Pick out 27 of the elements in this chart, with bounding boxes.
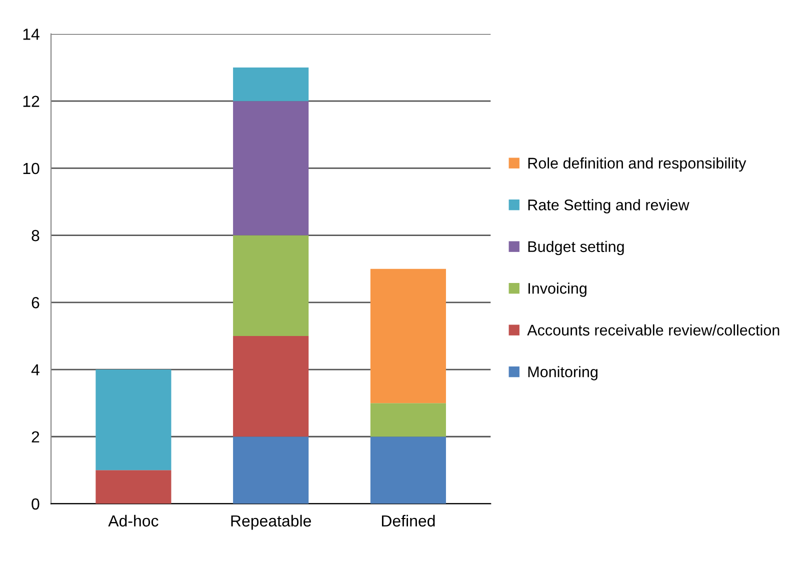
bar [96, 470, 172, 504]
legend-label: Invoicing [528, 282, 586, 297]
legend-label: Accounts receivable review/collection [527, 324, 780, 336]
bar [370, 436, 446, 504]
bar [370, 403, 446, 437]
y-tick-label: 6 [32, 297, 40, 308]
y-tick-label: 4 [31, 364, 40, 376]
bar [233, 336, 309, 437]
y-tick-label: 2 [32, 431, 40, 442]
y-tick-label: 14 [23, 28, 40, 40]
bar [233, 68, 309, 102]
legend-label: Role definition and responsibility [528, 157, 746, 172]
y-tick-label: 10 [23, 162, 40, 174]
x-tick-label: Repeatable [231, 514, 311, 530]
y-tick-label: 12 [23, 96, 40, 107]
y-tick-label: 8 [32, 230, 40, 242]
y-tick-label: 0 [32, 498, 40, 510]
legend-label: Monitoring [528, 366, 598, 380]
legend-label: Rate Setting and review [528, 199, 690, 214]
bar [370, 268, 446, 404]
bar [233, 436, 309, 504]
legend-label: Budget setting [528, 240, 624, 256]
bar [96, 370, 172, 470]
x-tick-label: Defined [382, 514, 435, 527]
x-tick-label: Ad-hoc [108, 514, 158, 527]
bar [233, 101, 309, 236]
bar [233, 235, 309, 336]
